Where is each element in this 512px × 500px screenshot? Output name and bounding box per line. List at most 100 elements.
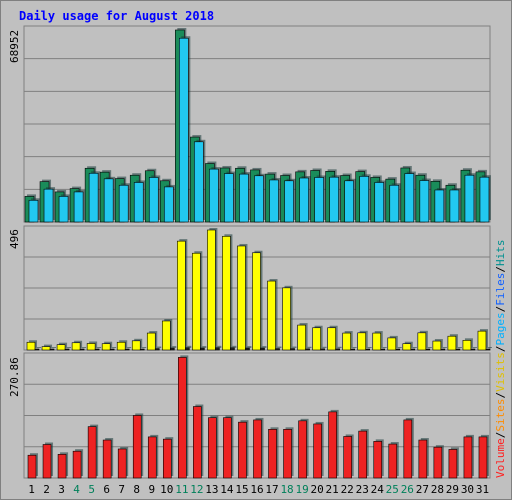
legend-sites: Sites xyxy=(494,399,507,432)
bar-pages xyxy=(432,340,442,351)
bar-visits xyxy=(410,348,416,351)
bar-files xyxy=(449,189,460,223)
bar-volume xyxy=(238,421,247,479)
bar-files xyxy=(209,168,219,223)
x-tick-label: 21 xyxy=(326,483,339,496)
bar-pages xyxy=(131,340,141,351)
bar-pages xyxy=(207,229,216,351)
bar-shadow-visits xyxy=(322,346,327,348)
bar-shadow-visits xyxy=(187,345,192,348)
bar-files xyxy=(254,175,264,223)
bar-shadow-visits xyxy=(37,347,41,348)
bar-pages xyxy=(297,324,306,351)
bar-shadow-visits xyxy=(352,347,357,348)
bar-visits xyxy=(470,348,476,351)
bar-files xyxy=(43,188,54,223)
bar-pages xyxy=(222,235,231,351)
legend-text: Volume/Sites/Visits/Pages/Files/Hits xyxy=(494,240,507,479)
x-tick-label: 10 xyxy=(160,483,173,496)
bar-shadow-visits xyxy=(142,347,147,348)
bar-volume xyxy=(478,436,488,479)
x-tick-label: 2 xyxy=(43,483,50,496)
bar-volume xyxy=(42,444,52,479)
bar-visits xyxy=(215,347,220,351)
bar-pages xyxy=(402,343,412,351)
bar-visits xyxy=(290,348,295,351)
bar-volume xyxy=(178,357,187,479)
bar-shadow-visits xyxy=(397,347,402,348)
bar-volume xyxy=(418,439,428,479)
x-tick-label: 9 xyxy=(148,483,155,496)
x-tick-label: 17 xyxy=(265,483,278,496)
bar-visits xyxy=(275,348,280,351)
x-tick-label: 4 xyxy=(73,483,80,496)
bar-shadow-visits xyxy=(112,347,117,348)
legend-separator: / xyxy=(494,266,507,273)
bar-visits xyxy=(245,347,250,351)
x-tick-label: 16 xyxy=(250,483,263,496)
bar-visits xyxy=(185,347,190,351)
bar-visits xyxy=(139,348,145,351)
bar-files xyxy=(224,173,234,223)
x-tick-label: 27 xyxy=(416,483,429,496)
panel-middle-ymax-label: 496 xyxy=(8,229,21,249)
legend-pages: Pages xyxy=(494,312,507,345)
bar-volume xyxy=(57,454,67,479)
bar-volume xyxy=(403,419,413,479)
bar-files xyxy=(133,182,144,223)
panel-top-ymax-label: 68952 xyxy=(8,30,21,63)
bar-shadow-visits xyxy=(412,347,417,348)
bar-pages xyxy=(26,341,36,351)
bar-pages xyxy=(372,332,382,351)
legend-hits: Hits xyxy=(494,240,507,267)
bar-files xyxy=(374,182,385,223)
bar-pages xyxy=(146,332,156,351)
bar-volume xyxy=(373,441,383,479)
bar-shadow-visits xyxy=(367,347,372,348)
bar-shadow-visits xyxy=(217,345,222,348)
x-tick-label: 28 xyxy=(431,483,444,496)
bar-pages xyxy=(116,341,126,351)
x-tick-label: 31 xyxy=(476,483,489,496)
bar-files xyxy=(404,173,415,223)
bar-files xyxy=(194,141,204,223)
bar-pages xyxy=(327,327,336,351)
bar-shadow-visits xyxy=(307,346,312,348)
bar-visits xyxy=(94,348,100,351)
bar-visits xyxy=(365,348,371,351)
bar-visits xyxy=(154,348,160,351)
bar-visits xyxy=(49,348,55,351)
bar-visits xyxy=(425,348,431,351)
bar-files xyxy=(103,178,114,223)
bar-volume xyxy=(87,426,97,479)
bar-shadow-visits xyxy=(442,347,447,348)
bar-shadow-visits xyxy=(82,347,87,348)
bar-pages xyxy=(267,280,276,351)
bar-volume xyxy=(162,438,172,479)
bar-shadow-visits xyxy=(292,346,297,348)
bar-files xyxy=(73,191,84,223)
x-tick-label: 8 xyxy=(133,483,140,496)
legend-separator: / xyxy=(494,306,507,313)
bar-pages xyxy=(477,330,487,351)
bar-files xyxy=(28,199,39,223)
bar-shadow-visits xyxy=(487,347,492,348)
x-tick-label: 6 xyxy=(103,483,110,496)
bar-pages xyxy=(387,337,397,351)
x-tick-label: 18 xyxy=(280,483,293,496)
bar-files xyxy=(299,177,309,223)
bar-volume xyxy=(72,450,82,479)
bar-visits xyxy=(169,347,175,351)
x-tick-label: 26 xyxy=(401,483,414,496)
bar-files xyxy=(344,180,354,223)
bar-volume xyxy=(448,449,458,479)
bar-pages xyxy=(177,240,186,351)
bar-visits xyxy=(64,348,70,351)
bar-shadow-visits xyxy=(127,347,132,348)
x-tick-label: 20 xyxy=(311,483,324,496)
bar-pages xyxy=(41,346,51,351)
legend-volume: Volume xyxy=(494,438,507,478)
bar-shadow-visits xyxy=(277,346,282,348)
bar-volume xyxy=(268,429,277,479)
